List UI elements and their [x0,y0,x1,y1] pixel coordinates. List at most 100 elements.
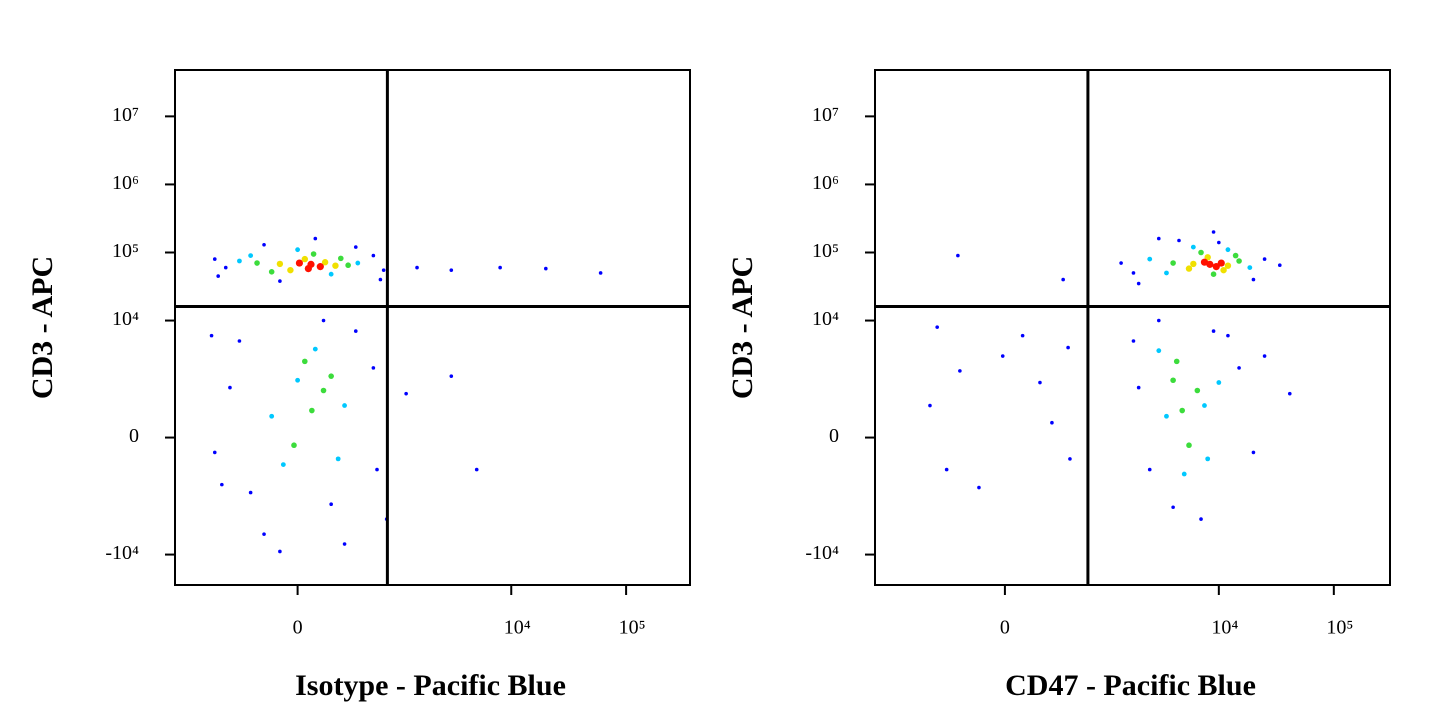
point [1199,517,1203,521]
point [316,263,324,271]
point [220,482,224,487]
point [1038,380,1042,385]
point [598,271,603,275]
point [1210,271,1217,277]
point [328,271,334,277]
point [237,258,242,264]
point [310,251,317,257]
point [1136,281,1141,286]
point [328,373,334,379]
point [321,259,329,266]
point [1251,450,1256,455]
point [1119,261,1123,265]
point [321,318,326,323]
y-tick-label: 10⁶ [812,172,839,194]
point [248,490,253,495]
point [212,450,217,455]
point [1131,339,1136,343]
point [958,369,962,373]
point [353,329,358,333]
plot-frame [874,69,1391,586]
point [1204,254,1211,261]
y-tick-label: 10⁴ [812,308,839,330]
point [345,262,351,269]
point [278,549,282,554]
point [1170,260,1176,266]
point [355,260,361,266]
point [1225,247,1231,253]
point [1198,249,1204,256]
point [254,260,260,266]
point [209,333,214,338]
point [1020,333,1025,338]
point [1164,270,1169,276]
point [269,413,275,419]
point [474,467,479,472]
y-tick-label: -10⁴ [105,542,139,564]
x-tick-label: 10⁴ [504,617,531,639]
point [404,391,408,396]
point [956,253,960,258]
point [313,236,318,241]
point [295,247,301,253]
point [248,253,254,259]
point [449,268,454,272]
point [1237,366,1241,370]
point [1170,377,1176,384]
point [375,467,379,472]
point [342,403,347,408]
point [1050,420,1054,425]
y-tick-label: 0 [829,425,839,447]
point [353,245,358,249]
point [1236,258,1242,264]
point [1205,456,1211,462]
point [342,542,347,546]
plot-frame [174,69,691,586]
y-axis-title: CD3 - APC [726,256,759,399]
x-tick-label: 0 [293,617,303,639]
point [371,366,376,370]
point [320,387,327,394]
y-tick-label: 10⁴ [112,308,139,330]
point [1211,329,1216,333]
point [1173,358,1180,365]
point [291,442,297,449]
point [287,266,294,274]
point [304,264,312,273]
point [1190,260,1197,268]
point [262,532,266,536]
point [544,266,548,271]
point [378,277,383,282]
x-tick-label: 0 [1000,617,1010,639]
point [1287,391,1292,396]
point [1164,413,1169,419]
point [295,259,304,267]
point [1136,385,1141,390]
point [1061,277,1065,282]
point [295,377,301,383]
point [332,262,339,269]
point [371,253,376,258]
point [278,279,282,283]
point [1179,407,1186,414]
point [381,268,386,272]
point [228,385,232,390]
point [1186,442,1192,449]
point [1131,271,1136,275]
y-tick-label: 10⁷ [112,104,139,126]
point [1068,457,1072,461]
point [262,242,266,247]
y-tick-label: 10⁷ [812,104,839,126]
point [1202,403,1207,408]
point [1147,256,1153,262]
point [1147,467,1152,472]
point [1000,354,1005,358]
point [1226,333,1230,338]
point [1177,238,1181,243]
point [498,265,502,270]
point [1217,240,1221,245]
point [1232,252,1239,259]
point [944,467,949,472]
point [1194,387,1201,394]
